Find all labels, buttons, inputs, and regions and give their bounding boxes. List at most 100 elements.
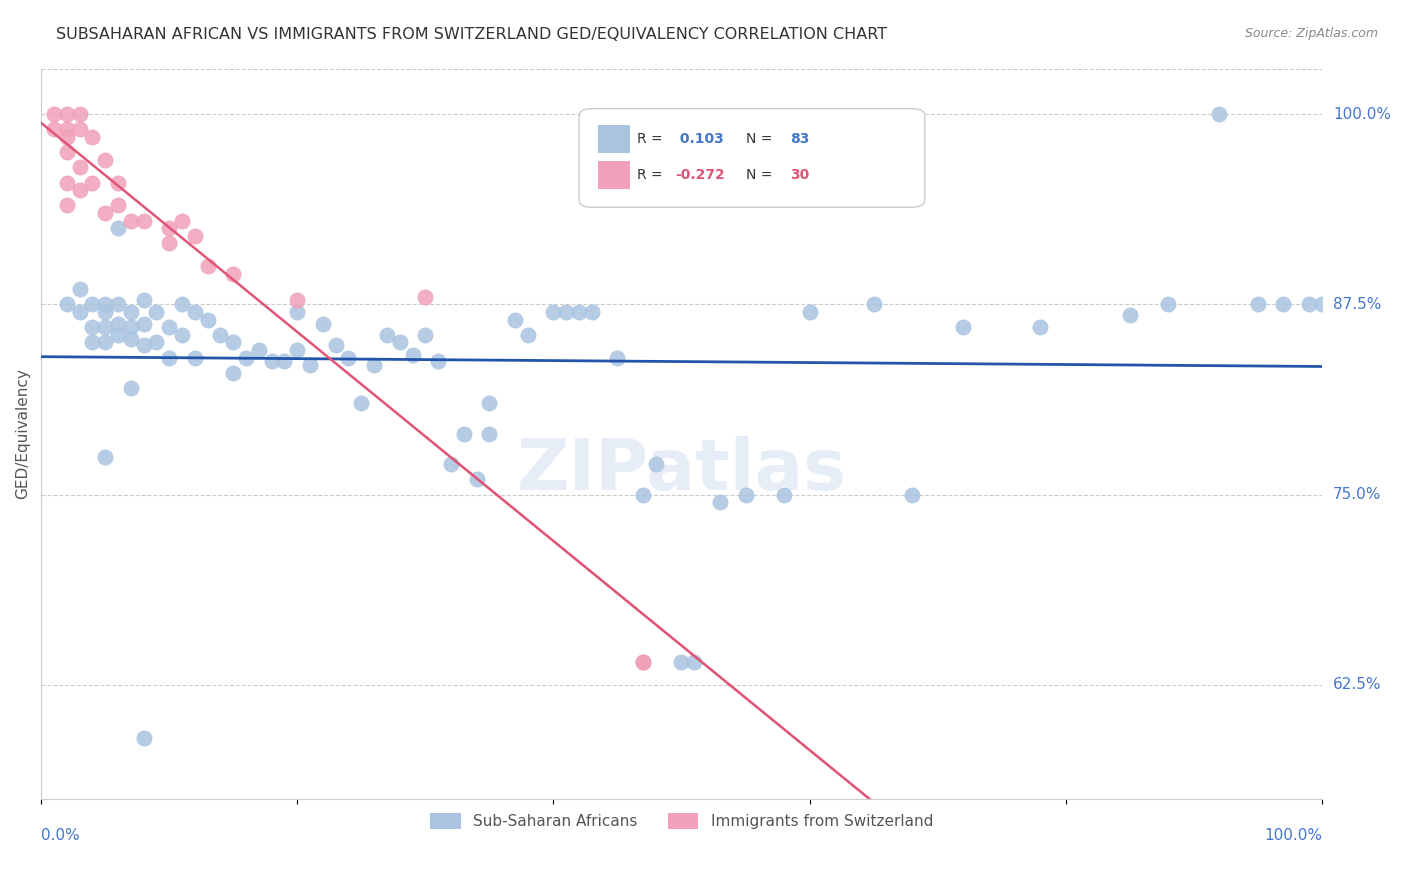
Point [683, 655, 706, 669]
Point [350, 396, 373, 410]
Point [107, 176, 129, 190]
Point [94, 450, 117, 464]
Y-axis label: GED/Equivalency: GED/Equivalency [15, 368, 30, 500]
Point [543, 305, 565, 319]
Point [94, 153, 117, 167]
Point [247, 343, 270, 357]
Text: 87.5%: 87.5% [1333, 297, 1381, 312]
Point [170, 297, 193, 311]
Point [388, 335, 411, 350]
Legend: Sub-Saharan Africans, Immigrants from Switzerland: Sub-Saharan Africans, Immigrants from Sw… [425, 807, 939, 835]
Text: 83: 83 [790, 132, 810, 145]
Text: N =: N = [745, 132, 776, 145]
Point [82, 176, 104, 190]
Point [55, 176, 77, 190]
Point [55, 145, 77, 160]
Point [1208, 107, 1230, 121]
Point [42, 107, 65, 121]
Point [581, 305, 603, 319]
Point [107, 327, 129, 342]
Point [107, 198, 129, 212]
Point [427, 353, 450, 368]
Point [644, 457, 666, 471]
Point [671, 655, 693, 669]
Point [363, 358, 385, 372]
Point [120, 320, 142, 334]
Point [222, 267, 245, 281]
Point [478, 426, 501, 441]
Point [465, 472, 488, 486]
Point [799, 305, 821, 319]
Text: SUBSAHARAN AFRICAN VS IMMIGRANTS FROM SWITZERLAND GED/EQUIVALENCY CORRELATION CH: SUBSAHARAN AFRICAN VS IMMIGRANTS FROM SW… [56, 27, 887, 42]
Text: 0.0%: 0.0% [41, 828, 80, 843]
Point [132, 213, 155, 227]
Point [709, 495, 731, 509]
Point [1029, 320, 1052, 334]
Text: 100.0%: 100.0% [1333, 107, 1391, 121]
Point [82, 297, 104, 311]
Point [337, 351, 360, 365]
Point [120, 332, 142, 346]
Point [107, 297, 129, 311]
Point [184, 351, 207, 365]
Point [157, 320, 180, 334]
Point [132, 293, 155, 307]
Point [299, 358, 322, 372]
Point [197, 260, 219, 274]
Point [132, 338, 155, 352]
Point [440, 457, 463, 471]
Point [415, 290, 437, 304]
Point [82, 130, 104, 145]
Point [606, 351, 628, 365]
Point [145, 335, 167, 350]
Point [132, 731, 155, 745]
Point [94, 320, 117, 334]
Point [145, 305, 167, 319]
Point [862, 297, 884, 311]
Point [69, 183, 91, 197]
Point [197, 312, 219, 326]
Point [631, 655, 654, 669]
Point [901, 487, 924, 501]
Point [312, 317, 335, 331]
Point [1310, 297, 1333, 311]
Point [132, 317, 155, 331]
Point [631, 487, 654, 501]
Point [69, 282, 91, 296]
Point [260, 353, 283, 368]
Point [55, 198, 77, 212]
Point [209, 327, 232, 342]
Point [222, 335, 245, 350]
Point [401, 347, 423, 361]
Point [120, 213, 142, 227]
Point [157, 351, 180, 365]
Point [415, 327, 437, 342]
Point [184, 228, 207, 243]
Point [1119, 308, 1142, 322]
Point [273, 353, 295, 368]
Point [120, 381, 142, 395]
Point [82, 335, 104, 350]
Point [107, 317, 129, 331]
Point [325, 338, 347, 352]
Point [734, 487, 756, 501]
Point [285, 305, 308, 319]
Point [94, 305, 117, 319]
Point [184, 305, 207, 319]
Point [170, 327, 193, 342]
Text: -0.272: -0.272 [675, 169, 725, 182]
Point [285, 293, 308, 307]
Point [69, 305, 91, 319]
Text: Source: ZipAtlas.com: Source: ZipAtlas.com [1244, 27, 1378, 40]
Point [107, 221, 129, 235]
Point [555, 305, 578, 319]
Point [773, 487, 796, 501]
Point [94, 335, 117, 350]
Point [55, 122, 77, 136]
Text: R =: R = [637, 169, 666, 182]
Point [157, 236, 180, 251]
Point [170, 213, 193, 227]
Text: 62.5%: 62.5% [1333, 677, 1382, 692]
Text: ZIPatlas: ZIPatlas [516, 435, 846, 505]
Text: 0.103: 0.103 [675, 132, 724, 145]
